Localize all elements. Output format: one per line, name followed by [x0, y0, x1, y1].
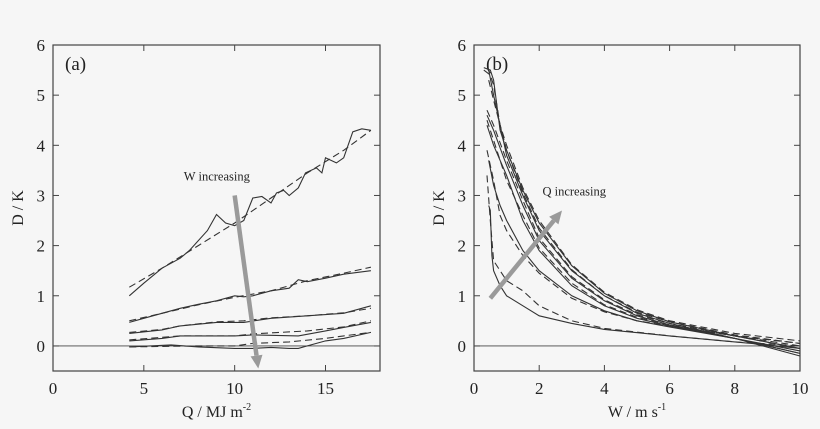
plot-frame	[52, 44, 381, 372]
y-tick-label: 0	[458, 337, 467, 356]
x-tick-label: 4	[600, 379, 609, 398]
series-line-1-solid	[488, 205, 801, 349]
annotation-text: W increasing	[184, 169, 251, 183]
y-tick-label: 6	[458, 36, 467, 55]
x-axis-label: W / m s-1	[608, 402, 666, 421]
series-line-9-solid	[488, 69, 801, 352]
y-tick-label: 2	[37, 237, 46, 256]
annotation-arrow-shaft	[232, 195, 259, 356]
series-line-1-solid	[128, 128, 371, 297]
x-axis-label-exponent: -1	[658, 402, 666, 413]
x-tick-label: 8	[731, 379, 740, 398]
y-tick-label: 5	[37, 86, 46, 105]
x-axis-label-text: Q / MJ m	[182, 404, 243, 421]
y-tick-label: 6	[37, 36, 46, 55]
x-tick-label: 15	[317, 379, 334, 398]
series-line-7-solid	[486, 114, 801, 357]
series-line-9-solid	[129, 331, 372, 349]
annotation-text: Q increasing	[542, 184, 606, 198]
x-tick-label: 6	[665, 379, 674, 398]
panel-label: (b)	[486, 54, 508, 75]
series-line-2-dashed	[129, 129, 372, 288]
plot-frame	[473, 44, 801, 372]
x-axis-label: Q / MJ m-2	[182, 402, 251, 421]
x-tick-label: 5	[140, 379, 149, 398]
y-tick-label: 1	[37, 287, 46, 306]
annotation-arrow-shaft	[488, 219, 556, 300]
y-tick-label: 1	[458, 287, 467, 306]
series-line-4-dashed	[129, 266, 372, 322]
x-tick-label: 10	[226, 379, 243, 398]
series-line-2-dashed	[486, 175, 801, 347]
series-line-7-solid	[129, 321, 371, 342]
y-tick-label: 4	[458, 136, 467, 155]
series-line-11-solid	[483, 67, 801, 349]
series-line-6-dashed	[486, 120, 801, 347]
panel-label: (a)	[65, 54, 86, 75]
annotation-arrow-head	[549, 210, 563, 225]
y-axis-label: D / K	[431, 190, 448, 226]
panel-b: 0 2 4 6 8 10 0 1 2 3 4 5 6 W / m s-1 D / K (b) Q increas…	[431, 36, 809, 421]
y-tick-label: 4	[37, 136, 46, 155]
y-axis-label: D / K	[10, 190, 27, 226]
x-tick-label: 10	[792, 379, 809, 398]
series-line-10-dashed	[488, 79, 801, 344]
y-tick-label: 2	[458, 237, 467, 256]
panel-a: 0 5 10 15 0 1 2 3 4 5 6 Q / MJ m-2 D / K (a) W increas…	[10, 36, 381, 421]
series-line-12-dashed	[483, 69, 801, 342]
y-tick-label: 0	[37, 337, 46, 356]
series-line-3-solid	[488, 160, 801, 354]
series-line-10-dashed	[129, 331, 371, 348]
annotation-arrow-head	[250, 354, 263, 369]
x-tick-label: 0	[470, 379, 479, 398]
series-line-6-dashed	[129, 307, 371, 333]
y-tick-label: 3	[458, 186, 467, 205]
y-tick-label: 5	[458, 86, 467, 105]
x-tick-label: 2	[535, 379, 544, 398]
y-tick-label: 3	[37, 186, 46, 205]
x-axis-label-text: W / m s	[608, 404, 658, 421]
x-axis-label-exponent: -2	[243, 402, 251, 413]
x-tick-label: 0	[49, 379, 58, 398]
series-line-8-dashed	[486, 109, 801, 349]
